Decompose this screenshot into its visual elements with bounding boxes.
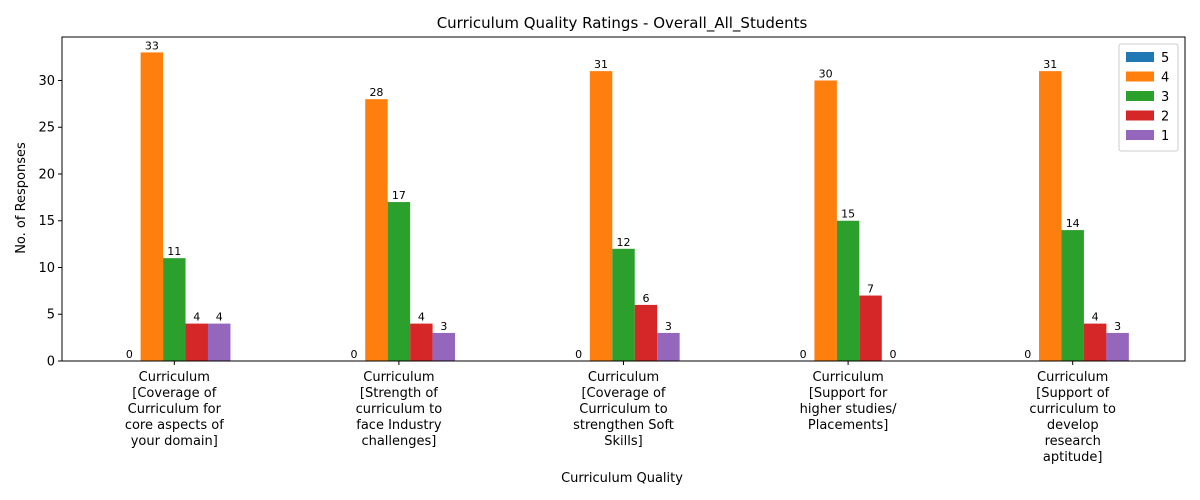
x-tick-label: Curriculum [Support of curriculum to develo… [1029, 370, 1116, 465]
data-label: 0 [126, 348, 133, 361]
data-label: 4 [1092, 311, 1099, 324]
data-label: 17 [392, 189, 406, 202]
bar-2-4 [859, 295, 882, 361]
data-label: 31 [1043, 58, 1057, 71]
data-label: 0 [890, 348, 897, 361]
legend-label: 1 [1161, 129, 1169, 144]
data-label: 6 [642, 292, 649, 305]
legend-swatch [1126, 130, 1154, 140]
data-label: 11 [167, 245, 181, 258]
x-tick-label: Curriculum [Coverage of Curriculum to stren… [573, 370, 674, 449]
bar-2-3 [634, 304, 658, 361]
y-tick-label: 25 [38, 121, 55, 136]
bar-4-2 [365, 99, 388, 361]
bar-4-5 [1039, 71, 1062, 361]
data-label: 0 [1024, 348, 1031, 361]
x-tick-label: Curriculum [Coverage of Curriculum for core… [125, 370, 224, 449]
legend-swatch [1126, 71, 1154, 82]
legend-swatch [1126, 110, 1154, 121]
data-label: 4 [216, 311, 223, 324]
bar-3-5 [1061, 230, 1084, 361]
y-tick-label: 15 [38, 214, 55, 229]
legend-label: 2 [1161, 110, 1169, 125]
data-label: 0 [800, 348, 807, 361]
data-label: 3 [1114, 320, 1121, 333]
data-label: 4 [418, 311, 425, 324]
legend-label: 3 [1161, 90, 1169, 105]
data-label: 0 [575, 348, 582, 361]
x-axis-label: Curriculum Quality [561, 471, 683, 486]
bar-1-1 [207, 323, 231, 361]
bar-4-4 [814, 80, 837, 361]
x-tick-label: Curriculum [Support for higher studies/Pla… [800, 370, 898, 433]
legend-label: 4 [1161, 71, 1169, 86]
bar-1-2 [432, 332, 456, 361]
bar-2-5 [1083, 323, 1107, 361]
bar-4-1 [140, 52, 164, 362]
y-tick-label: 10 [38, 261, 55, 276]
x-tick-label: Curriculum [Strength of curriculum to face … [356, 370, 443, 449]
data-label: 3 [665, 320, 672, 333]
bar-3-2 [387, 202, 411, 361]
data-label: 14 [1066, 217, 1080, 230]
data-label: 12 [617, 236, 631, 249]
legend: 5 4 3 2 1 [1118, 43, 1179, 152]
bar-2-2 [410, 323, 433, 361]
data-label: 31 [594, 58, 608, 71]
bar-2-1 [185, 323, 208, 361]
legend-swatch [1126, 91, 1154, 101]
bar-3-1 [163, 258, 186, 361]
legend-label: 5 [1161, 51, 1169, 66]
bar-4-3 [589, 71, 613, 361]
y-tick-label: 0 [47, 355, 55, 370]
data-label: 30 [819, 67, 833, 80]
data-label: 15 [841, 208, 855, 221]
chart-title: Curriculum Quality Ratings - Overall_All… [437, 14, 808, 33]
bar-3-3 [612, 248, 635, 361]
data-label: 3 [440, 320, 447, 333]
data-label: 28 [369, 86, 383, 99]
legend-swatch [1126, 52, 1154, 62]
y-tick-label: 30 [38, 74, 55, 89]
bar-3-4 [836, 220, 860, 361]
data-label: 4 [193, 311, 200, 324]
data-label: 7 [867, 283, 874, 296]
bar-1-3 [657, 332, 680, 361]
bar-1-5 [1106, 332, 1129, 361]
data-label: 33 [145, 39, 159, 52]
y-tick-label: 20 [38, 167, 55, 182]
y-tick-label: 5 [47, 308, 55, 323]
data-label: 0 [350, 348, 357, 361]
y-axis-label: No. of Responses [14, 142, 29, 254]
